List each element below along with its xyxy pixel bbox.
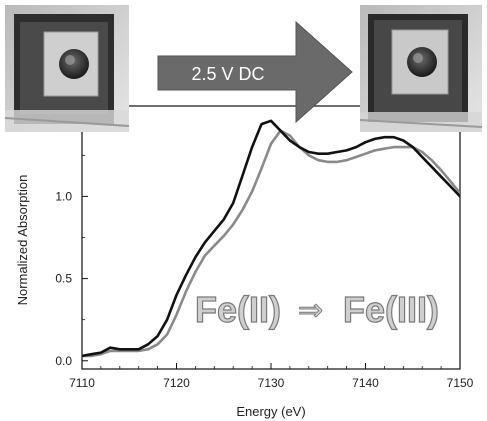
y-tick-label: 0.0 [55,354,72,368]
x-tick-label: 7120 [163,376,190,390]
series-line-black [82,119,460,358]
sample-cell-photo-after [359,5,483,132]
fe-iii-label: Fe(III) [343,289,439,330]
sample-cell-photo-before [4,5,130,132]
oxidation-arrow-icon: ⇒ [298,293,323,328]
fe-ii-label: Fe(II) [195,289,281,330]
y-axis-label: Normalized Absorption [15,175,30,306]
voltage-label: 2.5 V DC [191,64,264,84]
x-tick-label: 7110 [69,376,95,390]
x-axis-label: Energy (eV) [236,404,305,419]
x-tick-label: 7130 [258,376,285,390]
x-tick-label: 7140 [352,376,379,390]
voltage-arrow-icon [157,20,353,124]
x-axis-ticks: 7110 7120 7130 7140 7150 [69,363,474,390]
x-tick-label: 7150 [447,376,474,390]
series-line-grey [82,129,460,358]
y-tick-label: 1.0 [55,189,72,203]
y-axis-ticks: 0.0 0.5 1.0 [55,154,88,368]
series-layer [82,119,460,358]
y-tick-label: 0.5 [55,272,72,286]
